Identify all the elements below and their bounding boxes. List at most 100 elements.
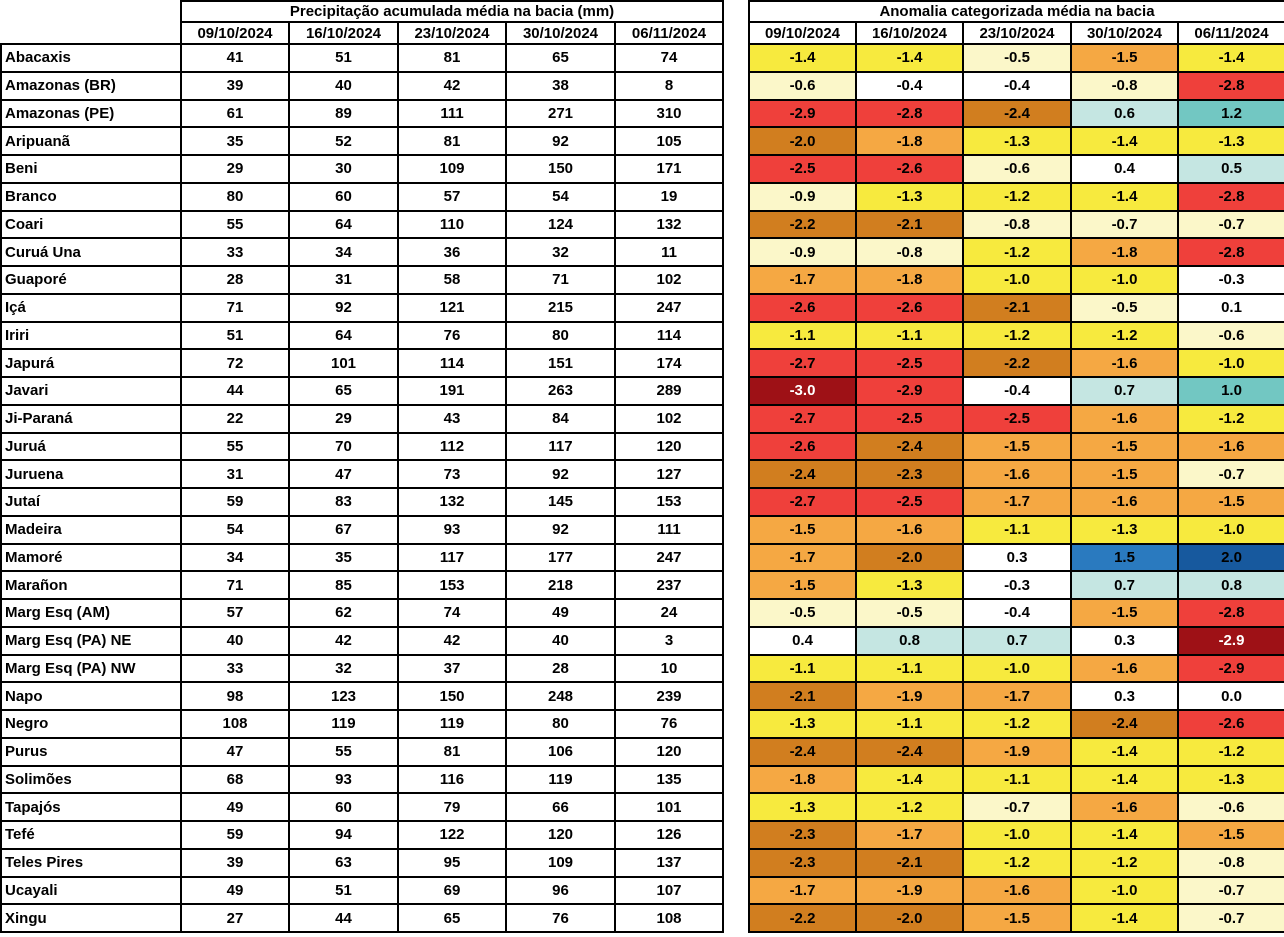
precip-value-cell: 42 [288,625,399,656]
anomaly-value-cell: 2.0 [1177,542,1284,573]
table-row: -1.3 -1.1 -1.2 -2.4 -2.6 [748,709,1284,739]
table-row: -2.2 -2.0 -1.5 -1.4 -0.7 [748,903,1284,933]
anomaly-value-cell: -1.2 [962,320,1072,351]
anomaly-value-cell: -1.0 [1177,348,1284,378]
precip-value-cell: 107 [613,875,725,906]
anomaly-table: Anomalia categorizada média na bacia 09/… [748,0,1284,933]
basin-label: Branco [0,181,182,212]
anomaly-value-cell: -1.2 [962,237,1072,267]
table-row: -1.8 -1.4 -1.1 -1.4 -1.3 [748,764,1284,795]
anomaly-value-cell: -1.4 [748,43,857,73]
precip-value-cell: 32 [505,237,616,267]
precip-value-cell: 69 [397,875,507,906]
table-row: Juruá 55 70 112 117 120 [0,431,725,462]
anomaly-value-cell: -2.4 [962,98,1072,129]
precip-value-cell: 24 [613,598,725,628]
anomaly-value-cell: -1.6 [1070,653,1179,684]
precipitation-table: Precipitação acumulada média na bacia (m… [0,0,725,933]
anomaly-value-cell: -1.4 [855,43,964,73]
anomaly-value-cell: -1.5 [1070,598,1179,628]
date-header: 16/10/2024 [855,21,964,45]
precip-value-cell: 39 [180,70,290,101]
table-row: Teles Pires 39 63 95 109 137 [0,847,725,878]
table-row: Marg Esq (AM) 57 62 74 49 24 [0,598,725,628]
anomaly-value-cell: -2.4 [748,459,857,489]
anomaly-value-cell: 0.3 [962,542,1072,573]
precip-value-cell: 51 [288,875,399,906]
anomaly-value-cell: -0.5 [855,598,964,628]
table-row: -1.7 -2.0 0.3 1.5 2.0 [748,542,1284,573]
precip-value-cell: 42 [397,70,507,101]
precip-value-cell: 49 [180,792,290,822]
table-row: -2.2 -2.1 -0.8 -0.7 -0.7 [748,209,1284,240]
precip-value-cell: 114 [613,320,725,351]
precip-value-cell: 10 [613,653,725,684]
precip-value-cell: 40 [180,625,290,656]
precip-value-cell: 58 [397,265,507,295]
precip-value-cell: 65 [505,43,616,73]
precip-value-cell: 36 [397,237,507,267]
precip-value-cell: 80 [505,320,616,351]
precip-value-cell: 80 [180,181,290,212]
anomaly-value-cell: -1.3 [855,181,964,212]
anomaly-value-cell: -2.5 [962,403,1072,434]
anomaly-value-cell: -2.7 [748,403,857,434]
table-row: Amazonas (PE) 61 89 111 271 310 [0,98,725,129]
anomaly-value-cell: 0.0 [1177,681,1284,711]
anomaly-value-cell: -1.4 [1070,820,1179,850]
anomaly-value-cell: -1.5 [1177,487,1284,517]
anomaly-value-cell: -0.7 [962,792,1072,822]
precip-value-cell: 98 [180,681,290,711]
precip-value-cell: 38 [505,70,616,101]
precip-value-cell: 80 [505,709,616,739]
table-row: -1.7 -1.8 -1.0 -1.0 -0.3 [748,265,1284,295]
basin-label: Mamoré [0,542,182,573]
anomaly-value-cell: -0.8 [1177,847,1284,878]
anomaly-value-cell: -1.6 [1070,792,1179,822]
table-row: -1.5 -1.6 -1.1 -1.3 -1.0 [748,514,1284,545]
table-row: -2.0 -1.8 -1.3 -1.4 -1.3 [748,126,1284,156]
precip-value-cell: 64 [288,209,399,240]
basin-label: Xingu [0,903,182,933]
anomaly-value-cell: -1.0 [1070,875,1179,906]
precip-value-cell: 263 [505,376,616,406]
anomaly-value-cell: -1.5 [1070,431,1179,462]
precip-value-cell: 42 [397,625,507,656]
precip-value-cell: 34 [288,237,399,267]
anomaly-value-cell: -2.0 [748,126,857,156]
precip-value-cell: 120 [613,431,725,462]
precip-value-cell: 34 [180,542,290,573]
anomaly-value-cell: -2.1 [855,847,964,878]
precip-value-cell: 124 [505,209,616,240]
precip-value-cell: 108 [613,903,725,933]
anomaly-value-cell: -2.7 [748,487,857,517]
table-row: Tefé 59 94 122 120 126 [0,820,725,850]
precip-value-cell: 93 [397,514,507,545]
precip-value-cell: 153 [613,487,725,517]
date-header: 23/10/2024 [962,21,1072,45]
anomaly-value-cell: -1.0 [1070,265,1179,295]
precip-value-cell: 102 [613,403,725,434]
anomaly-value-cell: -2.6 [1177,709,1284,739]
anomaly-value-cell: -1.7 [748,875,857,906]
table-row: -0.9 -0.8 -1.2 -1.8 -2.8 [748,237,1284,267]
anomaly-value-cell: -0.7 [1177,903,1284,933]
anomaly-value-cell: -2.8 [1177,237,1284,267]
anomaly-value-cell: -1.2 [1070,847,1179,878]
anomaly-value-cell: -1.5 [962,431,1072,462]
date-header: 30/10/2024 [1070,21,1179,45]
basin-label: Javari [0,376,182,406]
precip-value-cell: 122 [397,820,507,850]
anomaly-value-cell: 0.8 [855,625,964,656]
date-header: 30/10/2024 [505,21,616,45]
anomaly-value-cell: 0.7 [1070,376,1179,406]
anomaly-value-cell: -2.2 [962,348,1072,378]
precip-value-cell: 108 [180,709,290,739]
precip-value-cell: 92 [505,514,616,545]
precip-value-cell: 8 [613,70,725,101]
precip-value-cell: 31 [288,265,399,295]
table-row: -1.4 -1.4 -0.5 -1.5 -1.4 [748,43,1284,73]
precip-value-cell: 92 [288,292,399,323]
anomaly-value-cell: -0.7 [1070,209,1179,240]
precip-value-cell: 271 [505,98,616,129]
